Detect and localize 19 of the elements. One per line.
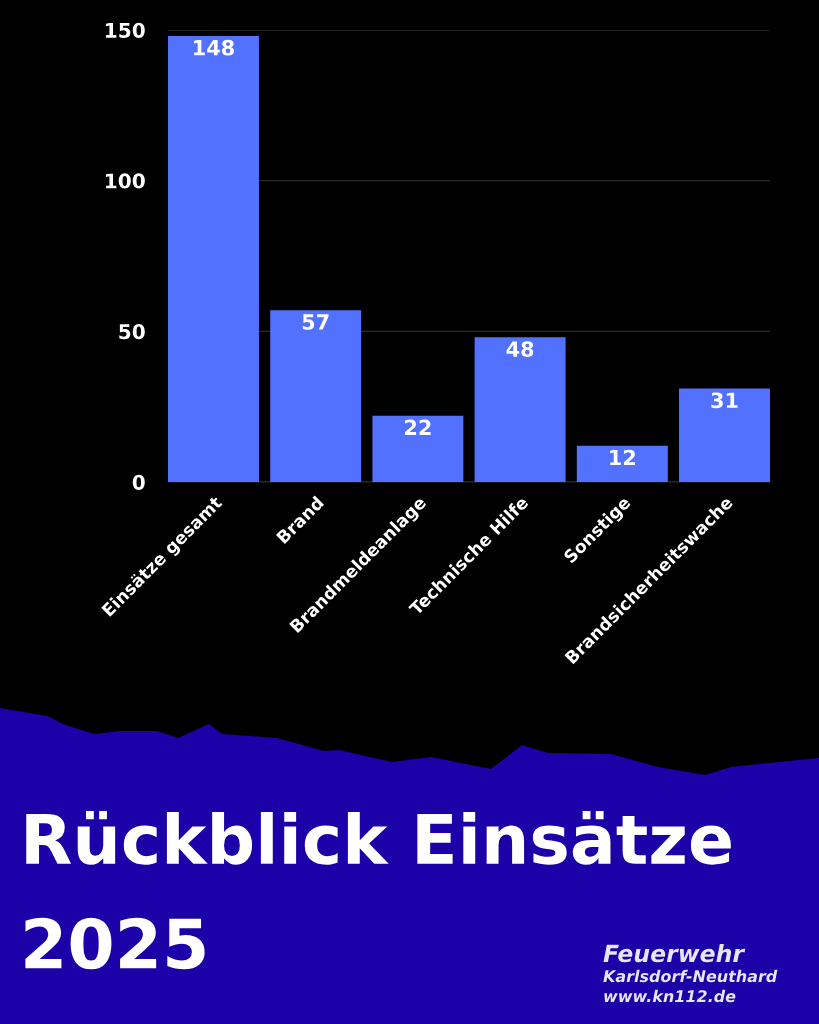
- bar: [168, 36, 259, 482]
- data-label: 31: [711, 392, 738, 409]
- text: Feuerwehr: [603, 944, 746, 963]
- data-label: 148: [194, 39, 234, 56]
- bar: [270, 310, 362, 482]
- data-label: 12: [610, 449, 635, 466]
- bar: [474, 337, 566, 482]
- text: www.kn112.de: [604, 989, 736, 1003]
- data-label: 57: [302, 314, 329, 330]
- text: Karlsdorf-Neuthard: [603, 969, 778, 983]
- bar: [679, 388, 770, 482]
- y-tick-label: 150: [106, 22, 145, 38]
- y-tick-label: 50: [119, 324, 145, 340]
- bar: [576, 445, 668, 482]
- data-label: 22: [405, 419, 431, 435]
- data-label: 48: [506, 341, 534, 357]
- y-tick-label: 100: [106, 173, 145, 189]
- bar: [372, 415, 464, 482]
- y-tick-label: 0: [132, 474, 145, 490]
